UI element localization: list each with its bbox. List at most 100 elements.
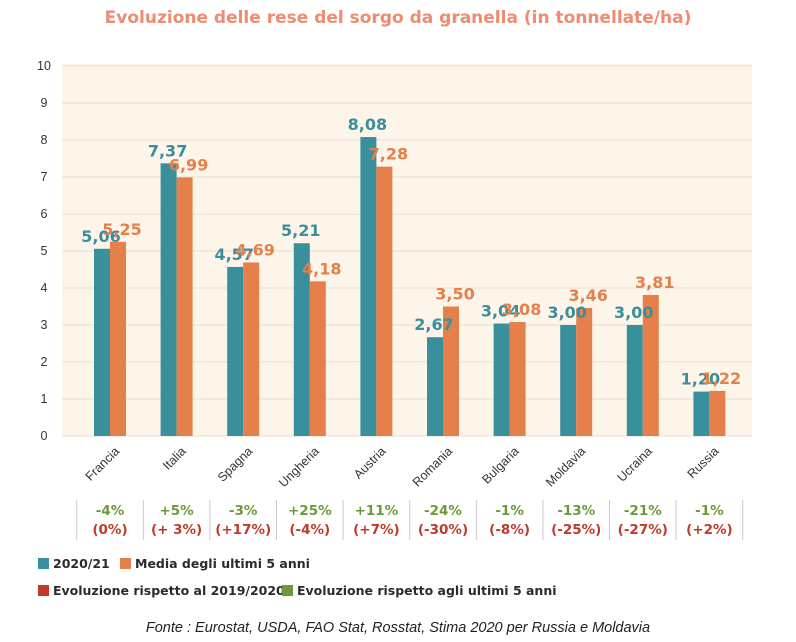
change-year-label: (+ 3%) [151,522,202,538]
change-year-label: (+2%) [686,522,733,538]
change-year-label: (+17%) [215,522,271,538]
legend-label-series2: Media degli ultimi 5 anni [135,556,310,571]
data-label-2020-21: 3,04 [481,302,520,321]
x-tick-label: Romania [410,444,455,489]
x-tick-label: Bulgaria [479,444,521,486]
data-labels: 5,065,25 7,376,99 4,574,69 5,21 4,18 8,08 7,28… [81,115,741,389]
data-label-2020-21: 3,00 [547,303,586,322]
chart-title: Evoluzione delle rese del sorgo da grane… [104,8,692,28]
data-label-media-5-anni: 6,99 [169,155,208,174]
x-tick-label: Italia [160,444,189,473]
source-note: Fonte : Eurostat, USDA, FAO Stat, Rossta… [145,620,651,636]
change-5y-label: -1% [495,503,524,519]
y-tick-label: 7 [41,170,48,184]
legend-item-change-year: Evoluzione rispetto al 2019/2020 [38,583,285,598]
bar-media-5-anni [376,166,393,436]
x-tick-label: Francia [83,444,122,483]
legend-item-series2: Media degli ultimi 5 anni [120,556,310,571]
data-label-media-5-anni: 4,69 [235,240,274,259]
bar-media-5-anni [576,307,593,436]
data-label-media-5-anni: 3,81 [635,273,674,292]
bar-media-5-anni [709,390,726,436]
x-tick-label: Russia [685,444,722,481]
change-year-label: (+7%) [353,522,400,538]
data-label-media-5-anni: 3,46 [568,286,607,305]
bar-media-5-anni [176,177,193,436]
data-label-2020-21: 4,57 [214,245,253,264]
y-tick-label: 1 [41,392,48,406]
y-tick-label: 3 [41,318,48,332]
bar-media-5-anni [642,295,659,436]
legend-swatch-change-year [38,585,49,596]
y-tick-label: 2 [41,355,48,369]
x-tick-label: Ucraina [615,444,655,484]
change-5y-label: -24% [424,503,462,519]
change-5y-label: -13% [557,503,595,519]
bar-media-5-anni [110,241,126,436]
change-5y-label: -4% [96,503,125,519]
change-year-label: (-4%) [289,522,330,538]
y-tick-label: 4 [41,281,48,295]
x-tick-label: Spagna [215,444,255,484]
y-tick-label: 0 [41,429,48,443]
change-year-label: (-8%) [489,522,530,538]
change-year-label: (-30%) [418,522,468,538]
change-year-label: (-25%) [551,522,601,538]
bar-2020-21 [293,243,310,436]
data-label-2020-21: 2,67 [414,315,453,334]
y-tick-label: 8 [41,133,48,147]
change-5y-label: -1% [695,503,724,519]
data-label-media-5-anni: 4,18 [302,259,341,278]
legend-label-change-5y: Evoluzione rispetto agli ultimi 5 anni [297,583,557,598]
bar-2020-21 [427,337,443,436]
bars [94,137,726,437]
legend-swatch-series2 [120,558,131,569]
y-tick-label: 10 [37,59,51,73]
bar-media-5-anni [243,262,260,436]
bar-2020-21 [693,391,710,436]
bar-chart: 0 1 2 3 4 5 6 7 8 9 10 5,065,25 7,376,99 4,574,69 5,2… [37,59,752,540]
change-5y-label: -3% [229,503,258,519]
x-tick-label: Austria [351,444,388,481]
data-label-2020-21: 8,08 [348,115,387,134]
x-axis-ticks: Francia Italia Spagna Ungheria Austria Romani… [83,444,722,490]
data-label-2020-21: 1,20 [681,370,720,389]
bar-2020-21 [560,325,577,436]
x-tick-label: Moldavia [543,444,588,489]
bar-2020-21 [94,248,110,436]
legend-swatch-change-5y [282,585,293,596]
change-5y-label: -21% [624,503,662,519]
bar-2020-21 [160,163,177,436]
change-year-label: (-27%) [618,522,668,538]
data-label-2020-21: 3,00 [614,303,653,322]
legend-swatch-series1 [38,558,49,569]
bar-2020-21 [626,325,643,436]
data-label-media-5-anni: 1,22 [702,369,741,388]
bar-2020-21 [360,137,377,437]
legend-label-change-year: Evoluzione rispetto al 2019/2020 [53,583,285,598]
change-5y-label: +11% [355,503,399,519]
change-row: -4% (0%) +5% (+ 3%) -3% (+17%) +25% (-4%) +11% (+… [76,500,744,540]
data-label-media-5-anni: 3,50 [435,285,474,304]
change-5y-label: +5% [159,503,194,519]
data-label-2020-21: 5,21 [281,221,320,240]
data-label-2020-21: 7,37 [148,141,187,160]
bar-media-5-anni [443,306,459,436]
bar-2020-21 [493,323,510,436]
data-label-media-5-anni: 7,28 [369,145,408,164]
bar-media-5-anni [509,322,526,436]
bar-media-5-anni [309,281,326,436]
y-axis-ticks: 0 1 2 3 4 5 6 7 8 9 10 [37,59,51,443]
data-label-media-5-anni: 5,25 [102,220,141,239]
y-tick-label: 6 [41,207,48,221]
y-tick-label: 9 [41,96,48,110]
legend-item-change-5y: Evoluzione rispetto agli ultimi 5 anni [282,583,557,598]
legend-label-series1: 2020/21 [53,556,110,571]
data-label-2020-21: 5,06 [81,227,120,246]
change-5y-label: +25% [288,503,332,519]
change-year-label: (0%) [92,522,127,538]
data-label-media-5-anni: 3,08 [502,300,541,319]
x-tick-label: Ungheria [276,444,322,490]
bar-2020-21 [227,266,244,436]
y-tick-label: 5 [41,244,48,258]
